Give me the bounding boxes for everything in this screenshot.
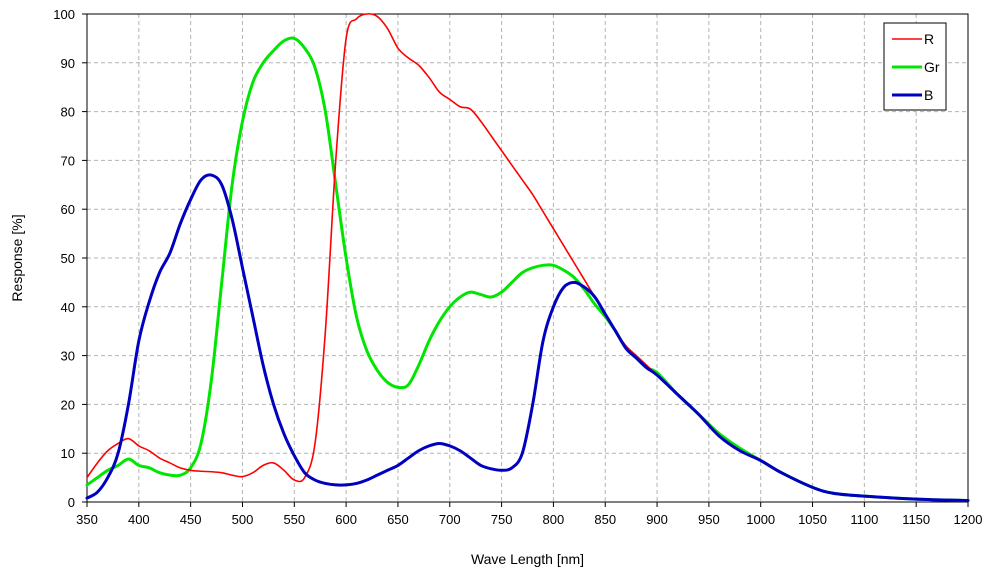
x-tick-label: 600 — [335, 512, 357, 527]
legend-label-b: B — [924, 87, 933, 103]
x-tick-label: 750 — [491, 512, 513, 527]
y-tick-label: 50 — [61, 251, 75, 266]
x-tick-label: 800 — [543, 512, 565, 527]
x-tick-label: 700 — [439, 512, 461, 527]
grid — [87, 14, 968, 502]
x-tick-label: 1200 — [954, 512, 983, 527]
x-tick-label: 450 — [180, 512, 202, 527]
x-tick-label: 650 — [387, 512, 409, 527]
x-tick-label: 350 — [76, 512, 98, 527]
y-tick-label: 100 — [53, 7, 75, 22]
series-lines — [85, 13, 970, 503]
y-tick-label: 20 — [61, 397, 75, 412]
x-tick-label: 1000 — [746, 512, 775, 527]
x-tick-label: 500 — [232, 512, 254, 527]
y-tick-label: 40 — [61, 300, 75, 315]
y-tick-label: 70 — [61, 153, 75, 168]
y-tick-label: 0 — [68, 495, 75, 510]
x-axis-title: Wave Length [nm] — [471, 551, 584, 567]
series-line-b — [85, 173, 970, 503]
x-tick-label: 900 — [646, 512, 668, 527]
x-tick-label: 1150 — [902, 512, 930, 527]
y-tick-label: 10 — [61, 446, 75, 461]
x-tick-label: 850 — [594, 512, 616, 527]
legend: R Gr B — [883, 22, 947, 111]
axis-ticks: 350 400 450 500 550 600 650 700 750 800 850 900 950 1… — [53, 7, 982, 527]
x-tick-label: 400 — [128, 512, 150, 527]
x-tick-label: 1050 — [798, 512, 827, 527]
series-line-gr — [85, 36, 970, 503]
x-tick-label: 1100 — [850, 512, 878, 527]
y-axis-title: Response [%] — [9, 214, 25, 301]
legend-label-r: R — [924, 31, 934, 47]
x-tick-label: 550 — [283, 512, 305, 527]
y-tick-label: 30 — [61, 349, 75, 364]
y-tick-label: 90 — [61, 56, 75, 71]
y-tick-label: 60 — [61, 202, 75, 217]
legend-label-gr: Gr — [924, 59, 940, 75]
x-tick-label: 950 — [698, 512, 720, 527]
y-tick-label: 80 — [61, 105, 75, 120]
